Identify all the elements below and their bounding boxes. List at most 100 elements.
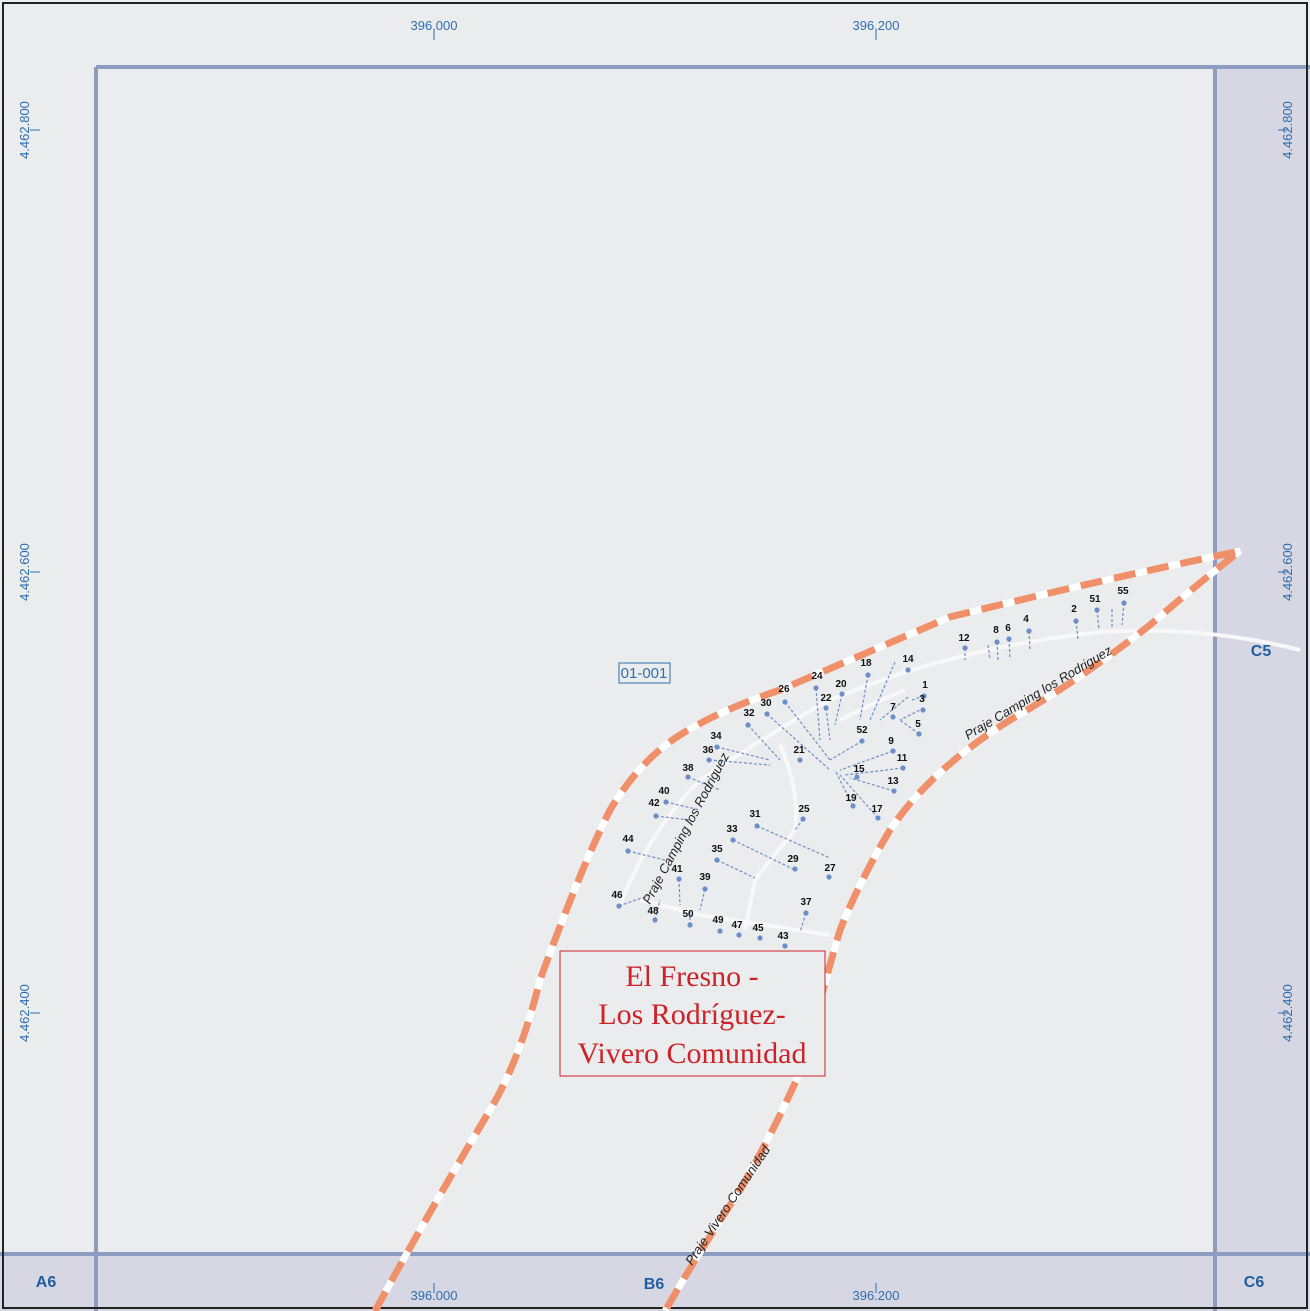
parcel-point[interactable] (890, 748, 896, 754)
parcel-point[interactable] (736, 932, 742, 938)
parcel-number: 49 (712, 915, 724, 926)
parcel-number: 3 (919, 694, 925, 705)
parcel-point[interactable] (1094, 607, 1100, 613)
parcel-point[interactable] (653, 813, 659, 819)
parcel-number: 17 (871, 804, 883, 815)
parcel-number: 15 (853, 764, 865, 775)
parcel-point[interactable] (803, 910, 809, 916)
parcel-number: 8 (993, 625, 999, 636)
parcel-point[interactable] (745, 722, 751, 728)
parcel-number: 4 (1023, 614, 1029, 625)
parcel-point[interactable] (714, 744, 720, 750)
parcel-point[interactable] (706, 757, 712, 763)
parcel-point[interactable] (1006, 636, 1012, 642)
parcel-number: 29 (787, 854, 799, 865)
parcel-point[interactable] (900, 765, 906, 771)
sheet-label-c6[interactable]: C6 (1244, 1274, 1265, 1291)
parcel-point[interactable] (625, 848, 631, 854)
parcel-point[interactable] (1121, 600, 1127, 606)
parcel-point[interactable] (730, 837, 736, 843)
parcel-point[interactable] (865, 672, 871, 678)
parcel-point[interactable] (616, 903, 622, 909)
northing-right-2: 4.462.600 (1280, 543, 1295, 601)
parcel-point[interactable] (962, 645, 968, 651)
parcel-point[interactable] (905, 667, 911, 673)
parcel-point[interactable] (1073, 618, 1079, 624)
northing-left-2: 4.462.600 (17, 543, 32, 601)
parcel-point[interactable] (652, 917, 658, 923)
parcel-number: 34 (710, 731, 722, 742)
parcel-point[interactable] (854, 774, 860, 780)
parcel-number: 5 (915, 719, 921, 730)
parcel-number: 26 (778, 684, 790, 695)
northing-left-1: 4.462.800 (17, 101, 32, 159)
parcel-point[interactable] (782, 699, 788, 705)
parcel-numbers: 1234567891112131415171819202122242526272… (611, 586, 1129, 942)
parcel-number: 42 (648, 798, 660, 809)
parcel-number: 50 (682, 909, 694, 920)
parcel-point[interactable] (823, 705, 829, 711)
locality-name-line-1: El Fresno - (625, 960, 758, 993)
parcel-point[interactable] (1026, 628, 1032, 634)
parcel-point[interactable] (687, 922, 693, 928)
parcel-number: 25 (798, 804, 810, 815)
parcel-point[interactable] (702, 886, 708, 892)
parcel-point[interactable] (813, 685, 819, 691)
parcel-number: 21 (793, 745, 805, 756)
adjacent-sheet-east (1215, 67, 1310, 1311)
parcel-point[interactable] (850, 803, 856, 809)
parcel-point[interactable] (685, 774, 691, 780)
parcel-point[interactable] (792, 866, 798, 872)
parcel-point[interactable] (797, 757, 803, 763)
parcel-point[interactable] (891, 788, 897, 794)
parcel-point[interactable] (875, 815, 881, 821)
parcel-number: 24 (811, 671, 823, 682)
parcel-point[interactable] (921, 693, 927, 699)
parcel-point[interactable] (663, 799, 669, 805)
grid-ticks (30, 30, 1288, 1293)
parcel-number: 6 (1005, 623, 1011, 634)
parcel-point[interactable] (782, 943, 788, 949)
parcel-number: 36 (702, 745, 714, 756)
parcel-number: 38 (682, 763, 694, 774)
sheet-label-c5[interactable]: C5 (1251, 643, 1272, 660)
parcel-point[interactable] (800, 816, 806, 822)
parcel-point[interactable] (826, 874, 832, 880)
parcel-number: 52 (856, 725, 868, 736)
parcel-point[interactable] (920, 707, 926, 713)
sector-label-box (618, 662, 671, 684)
parcel-point[interactable] (717, 928, 723, 934)
parcel-point[interactable] (839, 691, 845, 697)
parcel-number: 47 (731, 920, 743, 931)
parcel-number: 7 (890, 702, 896, 713)
sector-label[interactable]: 01-001 (621, 665, 668, 682)
parcel-point[interactable] (916, 731, 922, 737)
parcel-number: 18 (860, 658, 872, 669)
northing-right-3: 4.462.400 (1280, 984, 1295, 1042)
parcel-number: 39 (699, 872, 711, 883)
parcel-point[interactable] (714, 857, 720, 863)
parcel-point[interactable] (859, 738, 865, 744)
parcel-number: 13 (887, 776, 899, 787)
parcel-number: 40 (658, 786, 670, 797)
adjacent-sheet-south (0, 1254, 1310, 1311)
parcel-point[interactable] (764, 711, 770, 717)
locality-name-line-3: Vivero Comunidad (578, 1037, 807, 1070)
sheet-label-b6[interactable]: B6 (644, 1276, 665, 1293)
parcel-number: 35 (711, 844, 723, 855)
sheet-label-a6[interactable]: A6 (36, 1274, 57, 1291)
parcel-number: 33 (726, 824, 738, 835)
parcel-point[interactable] (676, 876, 682, 882)
parcel-number: 45 (752, 923, 764, 934)
parcel-number: 48 (647, 906, 659, 917)
parcel-point[interactable] (757, 935, 763, 941)
parcel-number: 9 (888, 736, 894, 747)
easting-bottom-2: 396.200 (853, 1288, 900, 1303)
parcel-points (616, 600, 1127, 949)
parcel-point[interactable] (890, 714, 896, 720)
parcel-number: 55 (1117, 586, 1129, 597)
parcel-point[interactable] (754, 823, 760, 829)
northing-left-3: 4.462.400 (17, 984, 32, 1042)
parcel-point[interactable] (994, 639, 1000, 645)
